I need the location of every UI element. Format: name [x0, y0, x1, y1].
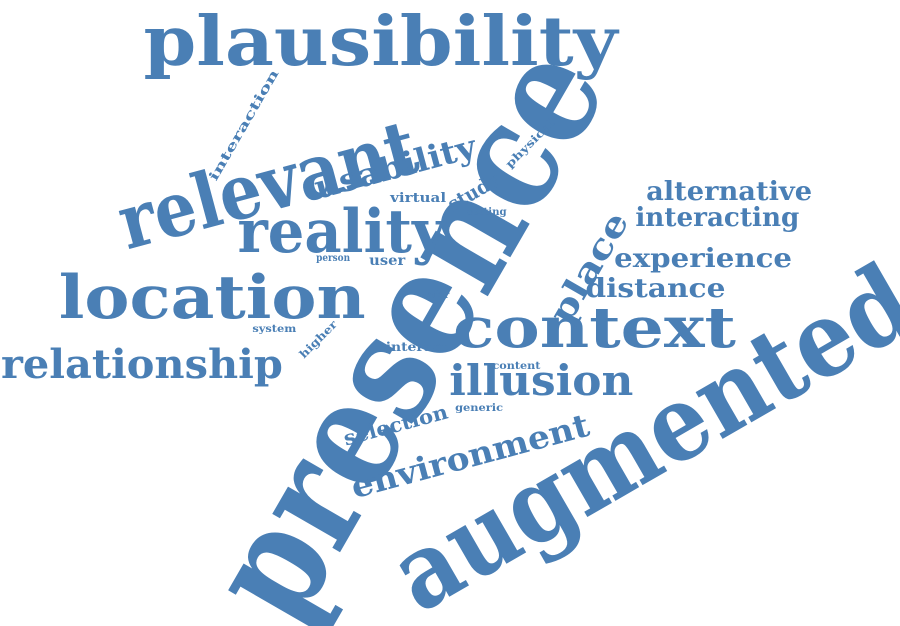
word-location: location: [58, 263, 366, 333]
word-generic: generic: [454, 403, 504, 414]
word-content: content: [491, 361, 541, 372]
word-plausibility: plausibility: [143, 2, 617, 82]
word-person: person: [315, 253, 350, 264]
word-user: user: [369, 253, 405, 269]
word-virtual: virtual: [389, 190, 447, 206]
word-reality: reality: [237, 197, 445, 267]
word-illusion: illusion: [449, 356, 633, 405]
word-interact: interact: [385, 340, 449, 354]
word-afar: afar: [427, 290, 449, 301]
word-relationship: relationship: [1, 341, 283, 388]
word-system: system: [251, 324, 296, 335]
word-interacting: interacting: [635, 203, 799, 233]
word-setting: setting: [466, 207, 507, 218]
word-distance: distance: [584, 274, 726, 304]
word-experience: experience: [614, 244, 792, 274]
word-alternative: alternative: [645, 177, 813, 207]
word-context: context: [452, 295, 736, 361]
